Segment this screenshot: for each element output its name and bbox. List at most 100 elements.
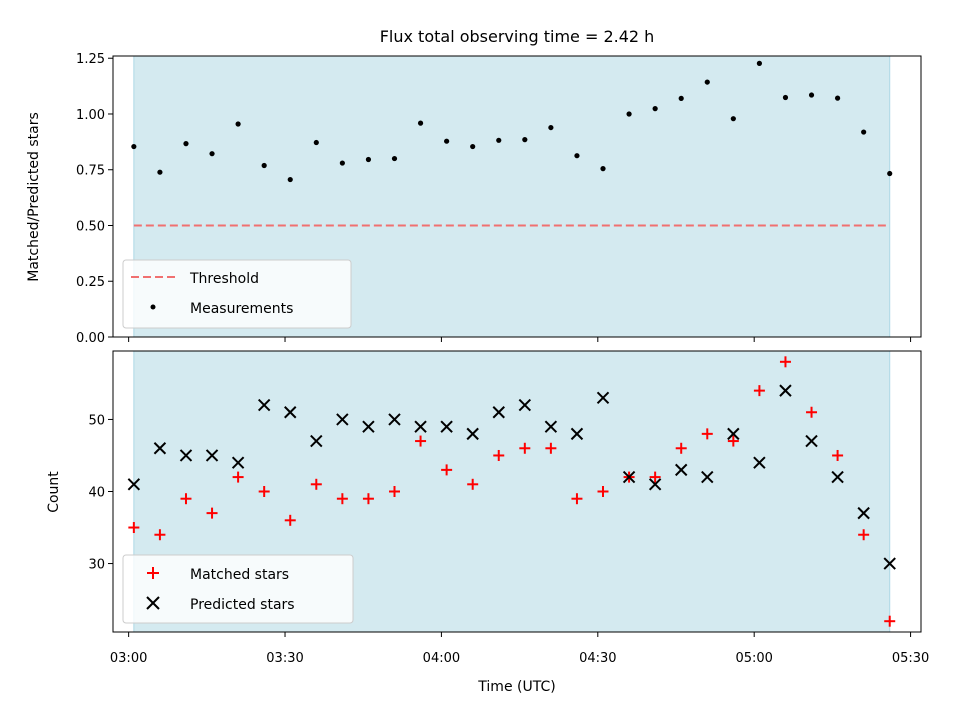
predicted-star-point [362,420,375,433]
measurement-point [887,170,893,177]
predicted-star-point [153,442,167,455]
bottom-legend-box [122,554,354,624]
matched-star-point [336,493,348,505]
predicted-star-point [440,420,453,433]
matched-star-point [258,486,270,497]
measurement-point [548,124,554,131]
legend-predicted-swatch [146,596,160,610]
y-tick-label: 1.25 [76,52,105,67]
predicted-star-point [127,478,141,491]
matched-star-point [415,435,427,447]
matched-star-point [493,449,505,461]
predicted-star-point [857,506,870,520]
x-tick-label: 04:00 [423,651,460,666]
x-axis-label: Time (UTC) [477,679,555,695]
measurement-point [339,160,345,166]
predicted-star-point [388,413,401,426]
matched-star-point [284,514,296,526]
x-marker-b [570,427,584,441]
predicted-star-point [805,434,818,448]
x-marker-b [883,557,896,570]
matched-star-point [753,385,765,397]
predicted-star-point [257,398,271,412]
x-marker-b [362,420,375,433]
x-tick-label: 03:00 [110,651,147,666]
y-tick-label: 0.00 [76,331,105,346]
x-tick-label: 05:30 [892,651,929,666]
legend-matched-label: Matched stars [190,567,289,583]
top-panel: Flux total observing time = 2.42 h 0.000… [26,27,922,346]
measurement-point [131,143,137,150]
measurement-point [313,139,319,146]
measurement-point [496,137,502,143]
matched-star-point [310,478,322,490]
matched-star-point [128,522,140,534]
measurement-point [417,120,424,126]
predicted-star-point [831,470,844,484]
legend-matched-swatch [147,567,159,579]
predicted-star-point [205,449,219,462]
measurement-point [834,95,841,101]
measurements-series [131,60,893,183]
x-marker-b [336,413,349,426]
y-tick-label: 1.00 [76,108,105,123]
measurement-point [730,116,736,122]
top-legend-box [122,259,352,329]
predicted-star-point [284,406,297,419]
bottom-y-ticks: 30 40 50 [88,413,113,573]
predicted-star-point [701,470,714,484]
bottom-panel: 30 40 50 03:00 03:30 04:00 04:30 05:00 05:30 Co… [46,350,929,695]
predicted-star-point [518,398,532,412]
measurement-point [235,121,241,127]
measurement-point [652,106,658,112]
measurement-point [209,151,215,157]
measurement-point [470,143,476,150]
x-marker-b [440,420,453,433]
matched-star-point [727,435,739,447]
x-marker-b [674,463,688,477]
measurement-point [782,94,789,101]
y-tick-label: 0.75 [76,164,105,179]
x-marker-b [831,470,844,484]
top-y-ticks: 0.00 0.25 0.50 0.75 1.00 1.25 [76,52,113,346]
x-marker-b [231,456,245,469]
measurement-point [391,155,398,162]
matched-star-point [571,493,583,505]
x-marker-b [805,434,818,448]
matched-star-point [154,529,166,541]
x-marker-b [179,449,193,462]
measurement-point [600,166,606,172]
predicted-star-point [544,420,558,433]
predicted-star-point [596,391,610,405]
measurement-point [365,156,372,163]
measurement-point [261,162,267,169]
measurement-point [626,111,632,117]
matched-star-point [675,442,687,454]
y-tick-label: 50 [88,413,105,428]
predicted-star-point [336,413,349,426]
matched-star-point [806,406,818,418]
bottom-y-axis-label: Count [46,471,62,513]
x-tick-label: 05:00 [735,651,772,666]
x-tick-label: 03:30 [266,651,303,666]
x-marker-b [622,470,636,484]
predicted-star-point [231,456,245,469]
matched-star-point [362,493,374,505]
measurement-point [756,60,763,66]
matched-star-point [441,464,453,476]
x-marker-b [153,442,167,455]
legend-predicted-label: Predicted stars [190,597,295,613]
matched-star-point [545,442,557,454]
bottom-axes-frame [112,350,922,633]
predicted-star-point [570,427,584,441]
y-tick-label: 40 [88,486,105,501]
x-marker-b [544,420,558,433]
measurement-point [183,141,189,147]
matched-star-point [884,615,896,627]
x-marker-b [753,456,766,469]
x-marker-b [857,506,870,520]
top-y-axis-label: Matched/Predicted stars [26,112,42,282]
x-marker-b [727,427,740,441]
matched-stars-series [128,356,896,627]
